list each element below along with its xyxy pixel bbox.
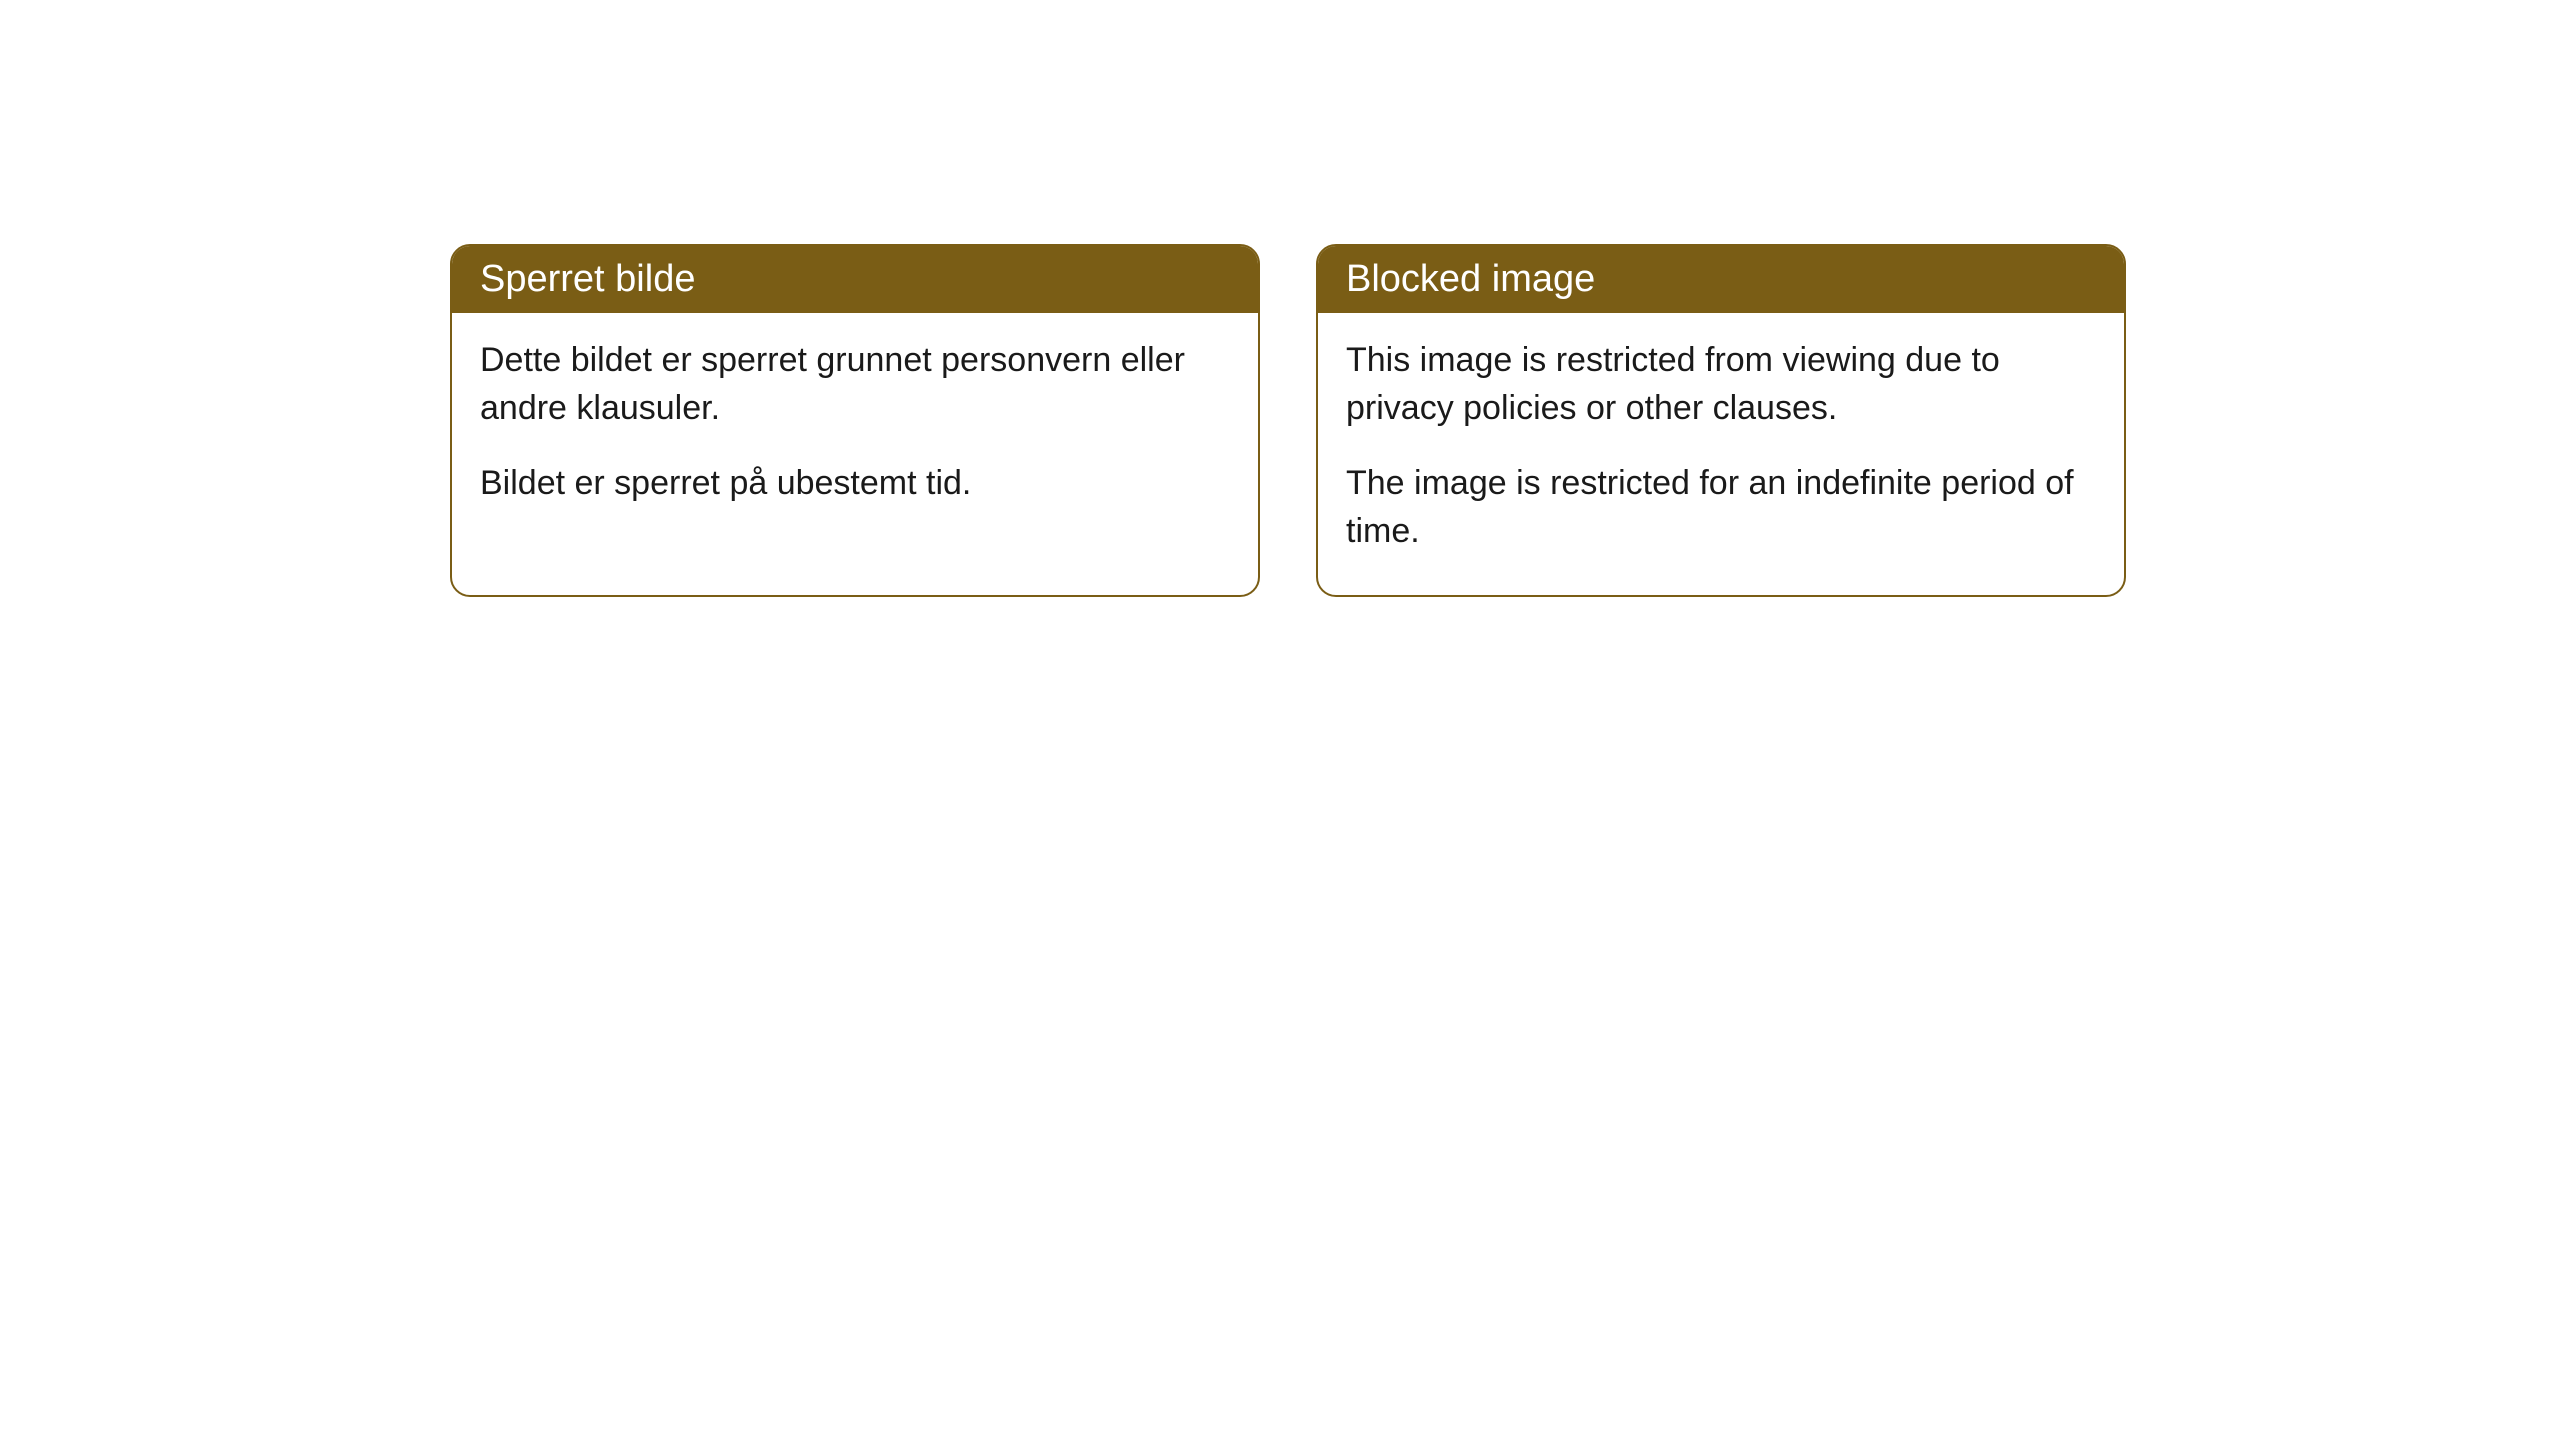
- blocked-image-card-norwegian: Sperret bilde Dette bildet er sperret gr…: [450, 244, 1260, 597]
- card-body-norwegian: Dette bildet er sperret grunnet personve…: [452, 313, 1258, 548]
- card-title: Sperret bilde: [480, 258, 695, 300]
- card-paragraph: The image is restricted for an indefinit…: [1346, 460, 2096, 555]
- card-header-english: Blocked image: [1318, 246, 2124, 313]
- card-body-english: This image is restricted from viewing du…: [1318, 313, 2124, 595]
- card-header-norwegian: Sperret bilde: [452, 246, 1258, 313]
- card-paragraph: Dette bildet er sperret grunnet personve…: [480, 337, 1230, 432]
- blocked-image-card-english: Blocked image This image is restricted f…: [1316, 244, 2126, 597]
- notice-cards-container: Sperret bilde Dette bildet er sperret gr…: [0, 0, 2560, 597]
- card-title: Blocked image: [1346, 258, 1595, 300]
- card-paragraph: This image is restricted from viewing du…: [1346, 337, 2096, 432]
- card-paragraph: Bildet er sperret på ubestemt tid.: [480, 460, 1230, 508]
